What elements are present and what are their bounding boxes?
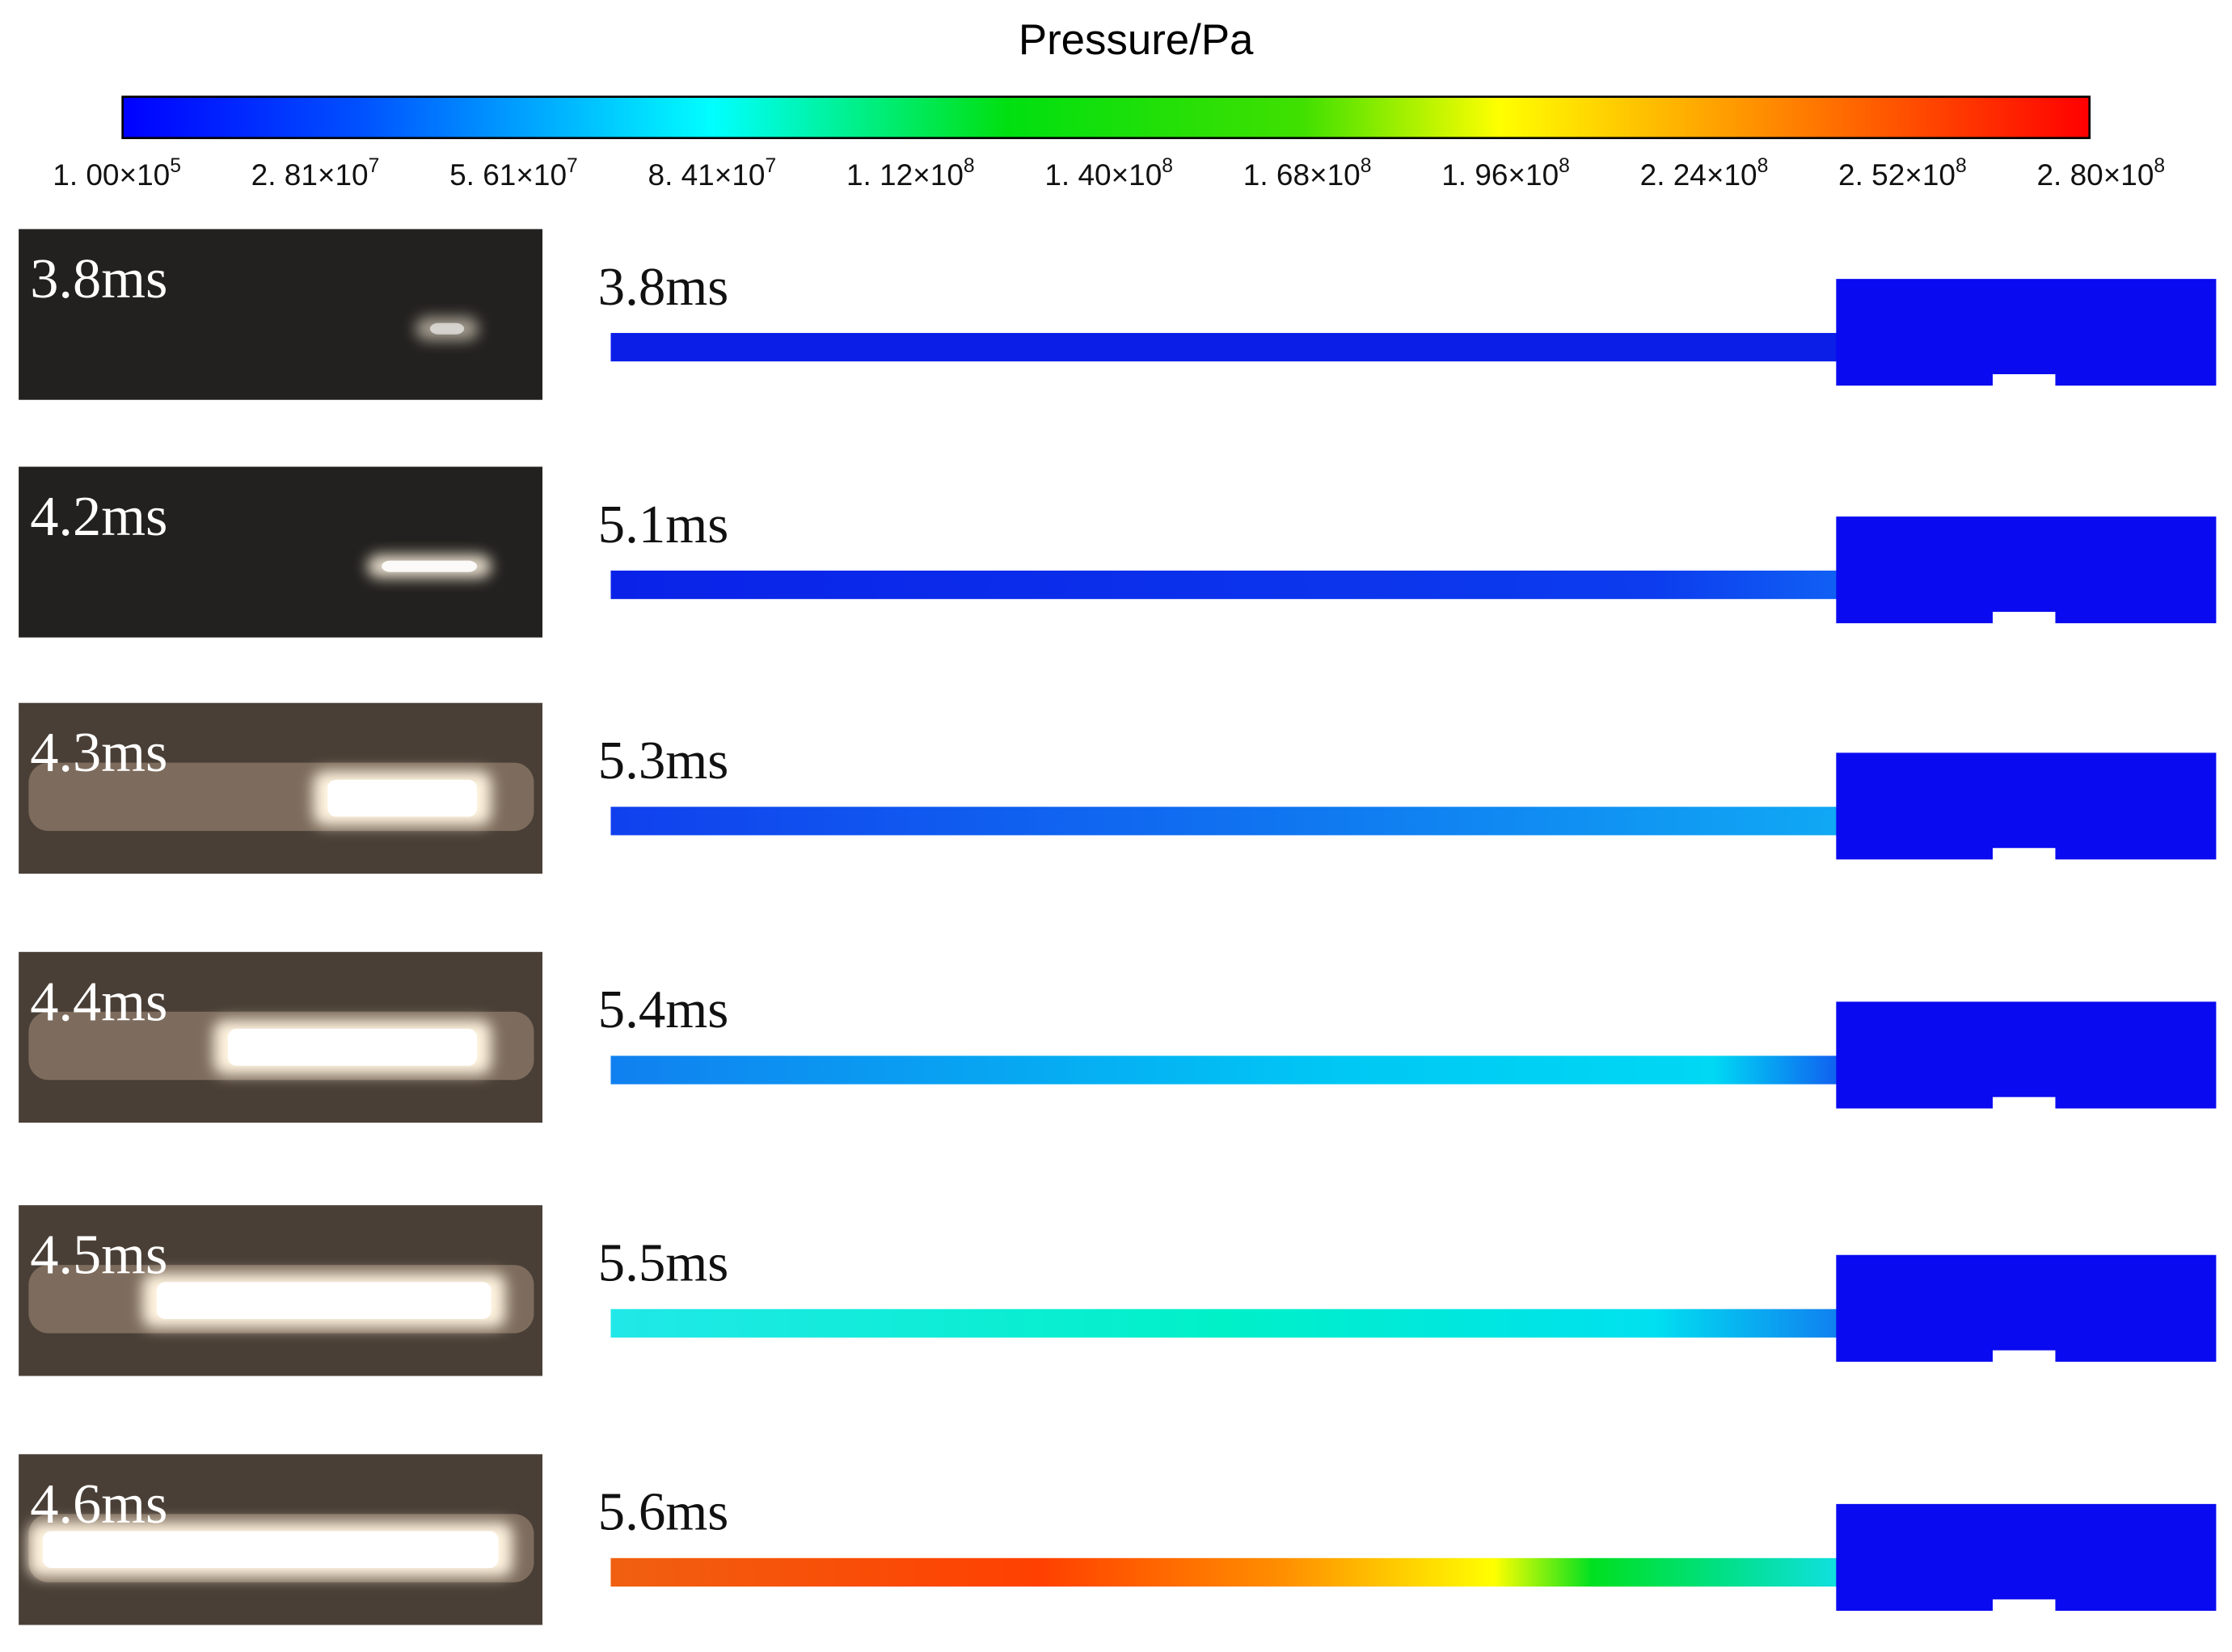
row: 4.6ms 5.6ms — [19, 1454, 2217, 1625]
tick-base: 2. 81×10 — [251, 158, 369, 192]
sim-chamber — [1836, 279, 2217, 386]
colorbar-tick-label: 1. 40×108 — [1044, 155, 1173, 192]
sim-tube — [610, 1557, 1838, 1587]
experiment-time: 4.4ms — [30, 970, 167, 1033]
tick-exponent: 8 — [1361, 155, 1372, 177]
tick-base: 2. 52×10 — [1838, 158, 1956, 192]
photo — [19, 466, 542, 638]
tick-exponent: 7 — [369, 155, 380, 177]
experiment-time: 4.5ms — [30, 1224, 167, 1287]
experiment-time: 4.3ms — [30, 721, 167, 784]
tick-base: 1. 00×10 — [53, 158, 170, 192]
tick-exponent: 5 — [170, 155, 181, 177]
sim-chamber — [1836, 516, 2217, 624]
sim-tube — [610, 1056, 1838, 1085]
tick-base: 5. 61×10 — [449, 158, 567, 192]
row: 3.8ms 3.8ms — [19, 229, 2217, 400]
colorbar-tick-label: 1. 96×108 — [1441, 155, 1570, 192]
sim-chamber — [1836, 1503, 2217, 1611]
tick-exponent: 8 — [1559, 155, 1570, 177]
tick-base: 8. 41×10 — [648, 158, 766, 192]
tick-exponent: 8 — [2154, 155, 2165, 177]
experiment-time: 4.2ms — [30, 485, 167, 548]
glow-core — [382, 560, 478, 572]
colorbar-tick-label: 2. 81×107 — [251, 155, 380, 192]
simulation-time: 5.5ms — [598, 1233, 729, 1292]
simulation-time: 5.4ms — [598, 980, 729, 1039]
row: 4.5ms 5.5ms — [19, 1205, 2217, 1376]
simulation-time: 3.8ms — [598, 257, 729, 317]
tick-base: 1. 96×10 — [1441, 158, 1559, 192]
tick-base: 1. 40×10 — [1044, 158, 1162, 192]
experiment-time: 3.8ms — [30, 247, 167, 310]
colorbar-tick-label: 2. 80×108 — [2036, 155, 2165, 192]
sim-chamber — [1836, 752, 2217, 860]
sim-tube — [610, 332, 1838, 362]
simulation-time: 5.3ms — [598, 731, 729, 790]
tick-exponent: 8 — [1757, 155, 1769, 177]
colorbar-tick-label: 1. 12×108 — [846, 155, 975, 192]
tick-exponent: 8 — [964, 155, 975, 177]
row: 4.3ms 5.3ms — [19, 702, 2217, 874]
tick-exponent: 7 — [567, 155, 578, 177]
experiment-time: 4.6ms — [30, 1473, 167, 1536]
colorbar-tick-label: 2. 52×108 — [1838, 155, 1967, 192]
sim-tube — [610, 570, 1838, 600]
colorbar-tick-label: 2. 24×108 — [1640, 155, 1769, 192]
sim-tube — [610, 807, 1838, 836]
tick-exponent: 8 — [1162, 155, 1173, 177]
glow-core — [156, 1282, 492, 1320]
colorbar-tick-label: 1. 68×108 — [1243, 155, 1372, 192]
tick-base: 1. 12×10 — [846, 158, 964, 192]
colorbar — [121, 95, 2091, 140]
sim-chamber — [1836, 1254, 2217, 1362]
simulation-time: 5.1ms — [598, 495, 729, 554]
colorbar-title: Pressure/Pa — [1019, 16, 1254, 64]
glow-core — [429, 322, 465, 335]
sim-chamber — [1836, 1001, 2217, 1109]
glow-core — [43, 1531, 499, 1569]
tick-exponent: 7 — [765, 155, 776, 177]
tick-base: 2. 24×10 — [1640, 158, 1757, 192]
tick-base: 1. 68×10 — [1243, 158, 1361, 192]
sim-tube — [610, 1309, 1838, 1338]
colorbar-tick-label: 1. 00×105 — [53, 155, 181, 192]
colorbar-tick-label: 5. 61×107 — [449, 155, 578, 192]
tick-exponent: 8 — [1956, 155, 1967, 177]
row: 4.4ms 5.4ms — [19, 951, 2217, 1123]
simulation-time: 5.6ms — [598, 1482, 729, 1542]
glow-core — [227, 1028, 478, 1066]
photo — [19, 229, 542, 400]
row: 4.2ms 5.1ms — [19, 466, 2217, 638]
colorbar-tick-label: 8. 41×107 — [648, 155, 777, 192]
glow-core — [327, 779, 478, 817]
tick-base: 2. 80×10 — [2036, 158, 2154, 192]
